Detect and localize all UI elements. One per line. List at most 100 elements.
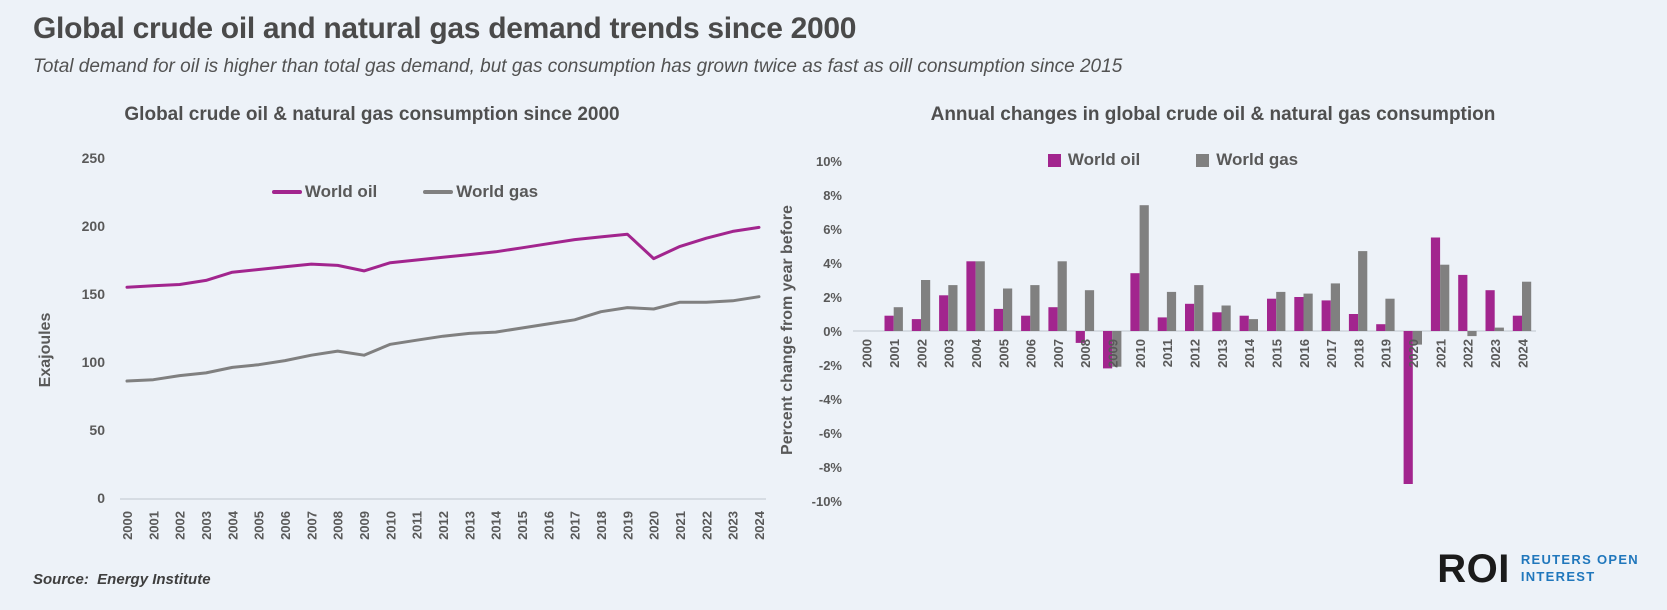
source-note: Source: Energy Institute bbox=[33, 571, 211, 588]
world-gas-bar-2004 bbox=[975, 261, 985, 331]
y-tick-label: -4% bbox=[819, 392, 843, 407]
world-gas-bar-2017 bbox=[1330, 283, 1340, 331]
world-oil-bar-2011 bbox=[1157, 317, 1167, 331]
x-tick-label: 2008 bbox=[1078, 339, 1093, 368]
bar-chart-legend: World oil World gas bbox=[778, 150, 1568, 170]
world-gas-bar-2020 bbox=[1412, 331, 1422, 345]
x-tick-label: 2006 bbox=[1024, 339, 1039, 368]
world-gas-bar-2003 bbox=[948, 285, 958, 331]
roi-logo: ROI REUTERS OPEN INTEREST bbox=[1437, 549, 1639, 589]
x-tick-label: 2005 bbox=[252, 511, 267, 540]
world-gas-bar-2016 bbox=[1303, 293, 1313, 331]
world-gas-bar-2021 bbox=[1440, 264, 1450, 331]
x-tick-label: 2012 bbox=[1188, 339, 1203, 368]
x-tick-label: 2009 bbox=[1106, 339, 1121, 368]
world-gas-bar-2005 bbox=[1003, 288, 1013, 331]
world-gas-bar-2002 bbox=[921, 280, 931, 331]
world-gas-bar-2022 bbox=[1467, 331, 1477, 337]
world-oil-bar-2005 bbox=[993, 308, 1003, 331]
y-tick-label: 6% bbox=[823, 222, 842, 237]
legend-world-gas: World gas bbox=[1196, 150, 1298, 170]
x-tick-label: 2010 bbox=[383, 511, 398, 540]
y-tick-label: 0 bbox=[97, 490, 105, 506]
world-oil-bar-2003 bbox=[939, 295, 949, 331]
legend-world-oil-label: World oil bbox=[1067, 150, 1141, 169]
legend-world-gas-label: World gas bbox=[1216, 150, 1299, 169]
legend-world-oil: World oil bbox=[1047, 150, 1141, 170]
world-oil-bar-2022 bbox=[1458, 274, 1468, 331]
x-tick-label: 2003 bbox=[942, 339, 957, 368]
x-tick-label: 2008 bbox=[331, 511, 346, 540]
y-tick-label: 100 bbox=[82, 354, 106, 370]
world-gas-bar-2007 bbox=[1057, 261, 1067, 331]
x-tick-label: 2009 bbox=[357, 511, 372, 540]
world-oil-bar-2016 bbox=[1294, 297, 1304, 331]
y-tick-label: -10% bbox=[812, 494, 843, 509]
x-tick-label: 2018 bbox=[594, 511, 609, 540]
x-tick-label: 2022 bbox=[1461, 339, 1476, 368]
x-tick-label: 2013 bbox=[462, 511, 477, 540]
roi-logo-text: REUTERS OPEN INTEREST bbox=[1521, 552, 1639, 586]
world-gas-bar-2023 bbox=[1494, 327, 1504, 331]
x-tick-label: 2013 bbox=[1215, 339, 1230, 368]
y-tick-label: -8% bbox=[819, 460, 843, 475]
world-oil-line bbox=[125, 225, 761, 289]
x-tick-label: 2011 bbox=[1160, 339, 1175, 367]
y-axis-label: Exajoules bbox=[37, 313, 54, 388]
world-oil-bar-2013 bbox=[1212, 312, 1222, 331]
world-gas-bar-2015 bbox=[1276, 291, 1286, 331]
x-tick-label: 2006 bbox=[278, 511, 293, 540]
world-oil-bar-2007 bbox=[1048, 307, 1058, 331]
page-title: Global crude oil and natural gas demand … bbox=[33, 12, 857, 45]
roi-logo-line1: REUTERS OPEN bbox=[1520, 552, 1639, 568]
x-tick-label: 2024 bbox=[752, 510, 767, 540]
x-tick-label: 2017 bbox=[1324, 339, 1339, 368]
y-tick-label: 10% bbox=[816, 154, 842, 169]
x-tick-label: 2016 bbox=[1297, 339, 1312, 368]
y-axis-label: Percent change from year before bbox=[779, 205, 796, 455]
x-tick-label: 2014 bbox=[489, 510, 504, 540]
world-gas-bar-2024 bbox=[1522, 281, 1532, 331]
world-oil-bar-2015 bbox=[1267, 298, 1277, 331]
x-tick-label: 2011 bbox=[410, 511, 425, 539]
x-tick-label: 2016 bbox=[541, 511, 556, 540]
world-oil-bar-2001 bbox=[884, 315, 894, 331]
x-tick-label: 2021 bbox=[1433, 339, 1448, 368]
x-tick-label: 2014 bbox=[1242, 338, 1257, 368]
x-tick-label: 2022 bbox=[699, 511, 714, 540]
world-oil-bar-2018 bbox=[1348, 314, 1359, 331]
x-tick-label: 2002 bbox=[914, 339, 929, 368]
x-tick-label: 2018 bbox=[1351, 339, 1366, 368]
x-tick-label: 2023 bbox=[1488, 339, 1503, 368]
y-tick-label: 0% bbox=[823, 324, 842, 339]
x-tick-label: 2004 bbox=[225, 510, 240, 540]
world-oil-bar-2009 bbox=[1103, 331, 1113, 369]
x-tick-label: 2000 bbox=[860, 339, 875, 368]
x-tick-label: 2001 bbox=[146, 511, 161, 540]
y-tick-label: 2% bbox=[823, 290, 842, 305]
x-tick-label: 2024 bbox=[1515, 338, 1530, 368]
x-tick-label: 2002 bbox=[173, 511, 188, 540]
bar-chart-section: Annual changes in global crude oil & nat… bbox=[778, 100, 1568, 578]
x-tick-label: 2020 bbox=[1406, 339, 1421, 368]
bar-chart-title: Annual changes in global crude oil & nat… bbox=[930, 104, 1496, 125]
line-chart-title: Global crude oil & natural gas consumpti… bbox=[124, 104, 620, 125]
x-tick-label: 2010 bbox=[1133, 339, 1148, 368]
world-oil-bar-2002 bbox=[911, 319, 921, 331]
x-tick-label: 2023 bbox=[726, 511, 741, 540]
legend-world-oil-label: World oil bbox=[304, 182, 378, 201]
x-tick-label: 2004 bbox=[969, 338, 984, 368]
world-oil-bar-2012 bbox=[1185, 303, 1195, 331]
world-oil-bar-2017 bbox=[1321, 300, 1331, 331]
legend-world-oil: World oil bbox=[271, 182, 378, 202]
legend-world-gas: World gas bbox=[423, 182, 538, 202]
y-tick-label: 250 bbox=[82, 150, 106, 166]
world-oil-bar-2024 bbox=[1512, 315, 1522, 331]
y-tick-label: 200 bbox=[82, 218, 106, 234]
x-tick-label: 2020 bbox=[647, 511, 662, 540]
x-tick-label: 2017 bbox=[568, 511, 583, 540]
line-chart-svg: 250 200 150 100 50 0 2000 2001 2002 2003 2004 2005 2… bbox=[37, 150, 767, 540]
line-chart-legend: World oil World gas bbox=[30, 182, 780, 202]
world-gas-line bbox=[125, 295, 761, 383]
